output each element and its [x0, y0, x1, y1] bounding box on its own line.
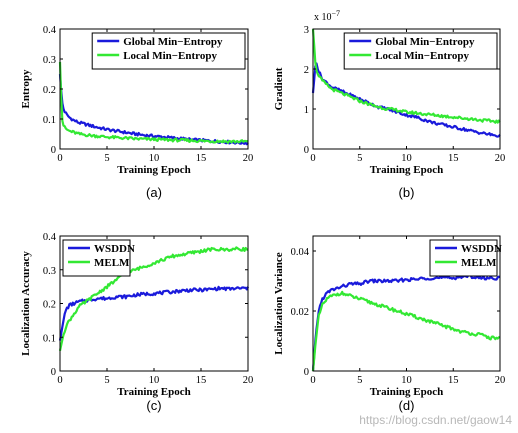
x-axis-label: Training Epoch	[117, 164, 190, 176]
chart-panel-a: 0 5 10 15 20 0 0.1 0.2 0.3 0.4 Training Epoch Entro…	[20, 25, 253, 200]
x-tick-label: 5	[104, 153, 109, 164]
y-tick-label: 0.3	[43, 55, 56, 66]
x-axis-label: Training Epoch	[117, 386, 190, 398]
series-line-2	[311, 290, 501, 372]
y-tick-label: 2	[304, 65, 309, 76]
y-tick-label: 0	[304, 367, 309, 378]
x-tick-label: 20	[495, 153, 506, 164]
x-tick-label: 0	[57, 375, 62, 386]
legend-box	[62, 239, 131, 277]
legend-entry: WSDDN	[94, 243, 135, 255]
y-tick-label: 3	[304, 25, 309, 36]
y-exponent-label: x 10−7	[314, 9, 340, 23]
x-tick-label: 20	[243, 375, 254, 386]
x-tick-label: 5	[357, 153, 362, 164]
x-tick-label: 10	[401, 375, 412, 386]
legend-box	[429, 239, 498, 277]
y-axis-label: Entropy	[20, 69, 32, 108]
legend: Global Min−Entropy Local Min−Entropy	[91, 32, 246, 70]
panel-caption: (c)	[146, 398, 161, 413]
legend: Global Min−Entropy Local Min−Entropy	[343, 32, 498, 70]
x-tick-label: 5	[357, 375, 362, 386]
y-tick-label: 0.4	[43, 25, 57, 36]
y-tick-label: 0.1	[43, 115, 56, 126]
y-tick-label: 0.02	[291, 307, 309, 318]
legend-entry: MELM	[461, 257, 497, 269]
chart-panel-b: 0 5 10 15 20 0 1 2 3 x 10−7 Training Epoch Gradient…	[273, 9, 505, 200]
legend-entry: Local Min−Entropy	[123, 50, 217, 62]
x-tick-label: 10	[149, 375, 160, 386]
y-tick-label: 0.4	[43, 232, 57, 243]
x-tick-label: 15	[196, 153, 207, 164]
x-tick-label: 20	[243, 153, 254, 164]
series-line-2	[58, 61, 249, 144]
panel-caption: (b)	[399, 185, 415, 200]
legend-entry: WSDDN	[461, 243, 502, 255]
series-line-2	[58, 246, 249, 352]
legend-entry: Local Min−Entropy	[375, 50, 469, 62]
panel-caption: (a)	[146, 185, 162, 200]
panel-caption: (d)	[399, 398, 415, 413]
y-axis-label: Localization Variance	[273, 252, 285, 354]
y-tick-label: 0	[304, 145, 309, 156]
y-axis-label: Gradient	[273, 67, 285, 110]
x-tick-label: 5	[104, 375, 109, 386]
series-line-1	[311, 273, 501, 372]
x-tick-label: 0	[310, 375, 315, 386]
legend-entry: MELM	[94, 257, 130, 269]
x-axis-label: Training Epoch	[370, 386, 443, 398]
y-tick-label: 0.2	[43, 300, 56, 311]
series-line-1	[58, 285, 250, 341]
series-line-1	[311, 62, 501, 138]
x-tick-label: 10	[401, 153, 412, 164]
legend: WSDDN MELM	[429, 239, 502, 277]
y-tick-label: 0.1	[43, 333, 56, 344]
y-tick-label: 0.2	[43, 85, 56, 96]
legend-box	[343, 32, 498, 70]
y-tick-label: 0	[51, 145, 56, 156]
legend-box	[91, 32, 246, 70]
x-tick-label: 0	[57, 153, 62, 164]
watermark-text: https://blog.csdn.net/gaow14	[359, 413, 512, 427]
y-tick-label: 0.3	[43, 266, 56, 277]
y-tick-label: 0.04	[291, 247, 310, 258]
series-line-1	[58, 73, 249, 146]
series-line-2	[311, 28, 501, 124]
y-tick-label: 0	[51, 367, 56, 378]
x-tick-label: 10	[149, 153, 160, 164]
legend-entry: Global Min−Entropy	[123, 36, 223, 48]
x-tick-label: 15	[448, 153, 459, 164]
chart-panel-c: 0 5 10 15 20 0 0.1 0.2 0.3 0.4 Training Epoch Local…	[20, 232, 253, 413]
x-tick-label: 20	[495, 375, 506, 386]
x-tick-label: 15	[196, 375, 207, 386]
chart-panel-d: 0 5 10 15 20 0 0.02 0.04 Training Epoch Localizat…	[273, 235, 506, 413]
x-tick-label: 0	[310, 153, 315, 164]
legend-entry: Global Min−Entropy	[375, 36, 475, 48]
y-tick-label: 1	[304, 105, 309, 116]
legend: WSDDN MELM	[62, 239, 135, 277]
x-axis-label: Training Epoch	[370, 164, 443, 176]
y-axis-label: Localization Accuracy	[20, 251, 32, 356]
x-tick-label: 15	[448, 375, 459, 386]
